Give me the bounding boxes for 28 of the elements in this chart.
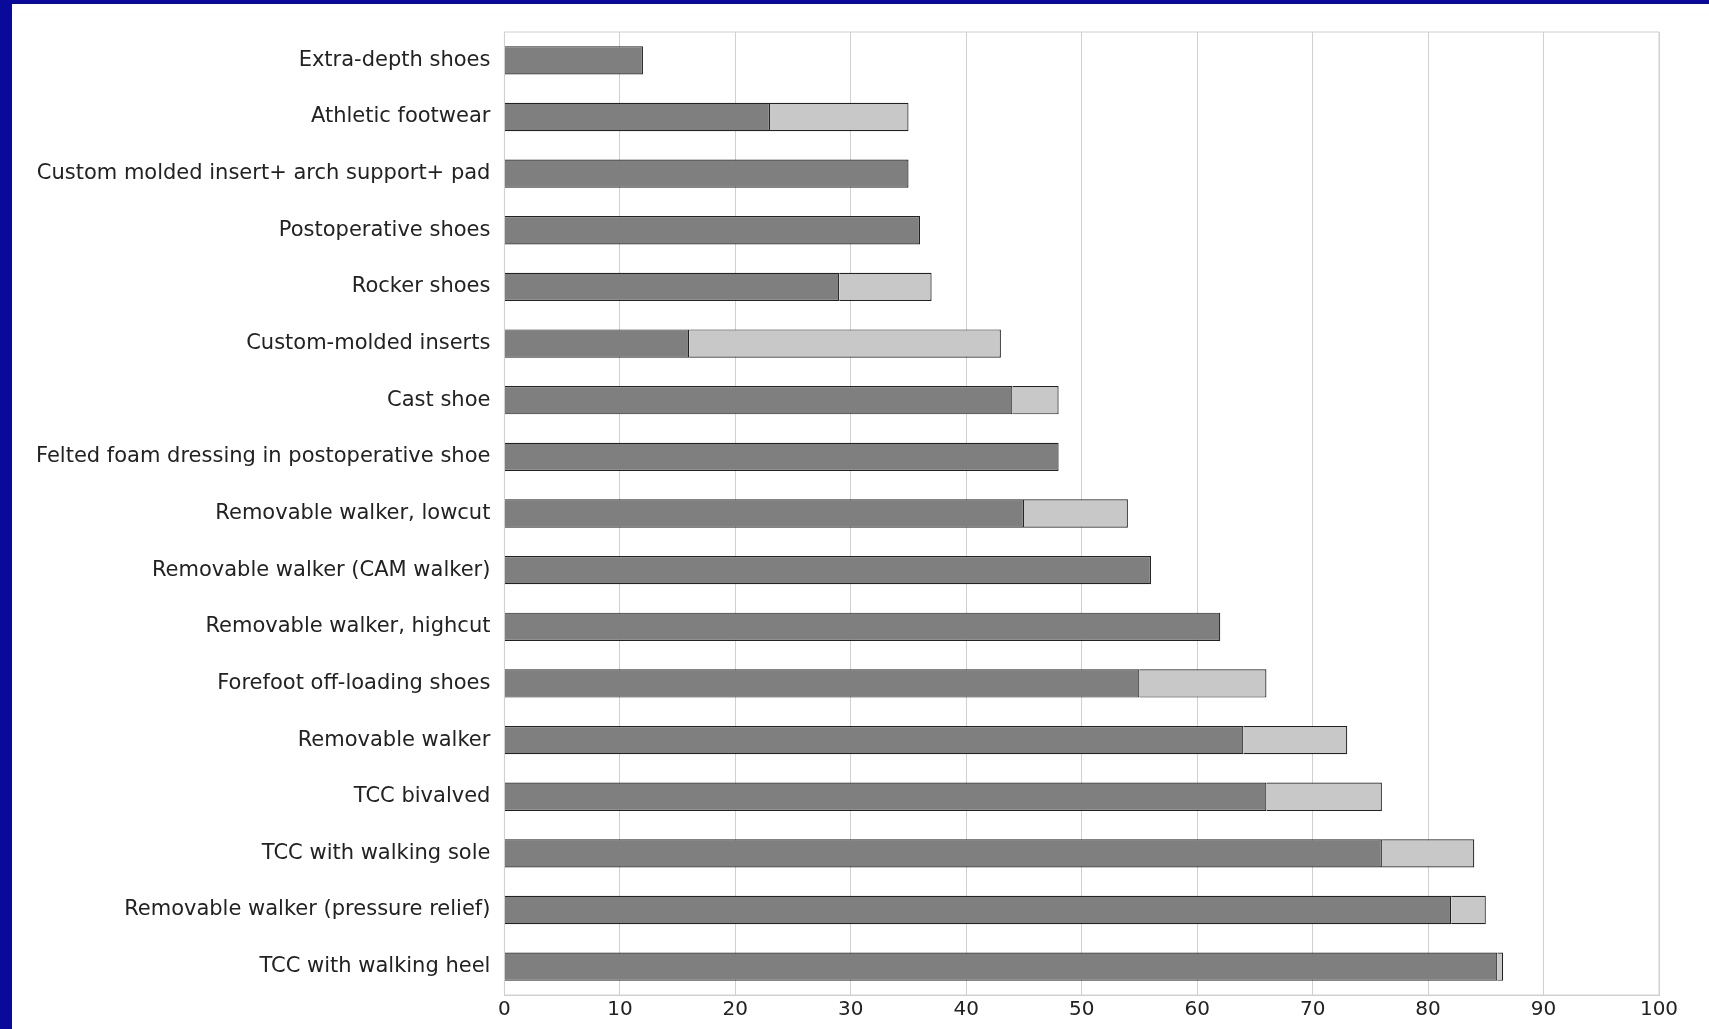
y-tick-label: Athletic footwear: [310, 103, 491, 128]
y-tick-label: Removable walker: [297, 726, 491, 751]
x-tick-label: 10: [607, 996, 633, 1021]
x-tick-label: 50: [1068, 996, 1095, 1021]
x-tick-label: 60: [1184, 996, 1210, 1021]
x-tick-label: 70: [1299, 996, 1326, 1021]
x-tick-label: 40: [953, 996, 979, 1021]
y-tick-label: TCC with walking heel: [258, 953, 491, 978]
y-tick-label: Forefoot off-loading shoes: [217, 669, 491, 694]
x-tick-label: 30: [838, 996, 864, 1021]
y-tick-label: TCC bivalved: [352, 783, 491, 808]
x-tick-label: 80: [1415, 996, 1441, 1021]
y-tick-label: Removable walker (pressure relief): [124, 896, 491, 921]
y-tick-label: Custom molded insert+ arch support+ pad: [36, 160, 491, 185]
y-tick-label: TCC with walking sole: [260, 839, 491, 864]
y-tick-label: Postoperative shoes: [278, 216, 491, 241]
y-tick-label: Felted foam dressing in postoperative shoe: [35, 443, 491, 468]
y-tick-label: Removable walker (CAM walker): [151, 556, 491, 581]
y-tick-label: Extra-depth shoes: [298, 46, 491, 71]
x-tick-label: 20: [722, 996, 749, 1021]
x-tick-label: 100: [1639, 996, 1679, 1021]
y-tick-label: Removable walker, lowcut: [215, 499, 491, 524]
x-tick-label: 90: [1530, 996, 1557, 1021]
y-tick-label: Cast shoe: [387, 386, 491, 411]
y-tick-label: Removable walker, highcut: [205, 613, 491, 638]
y-tick-label: Custom-molded inserts: [246, 330, 491, 355]
y-tick-label: Rocker shoes: [351, 273, 491, 298]
x-tick-label: 0: [498, 996, 511, 1021]
